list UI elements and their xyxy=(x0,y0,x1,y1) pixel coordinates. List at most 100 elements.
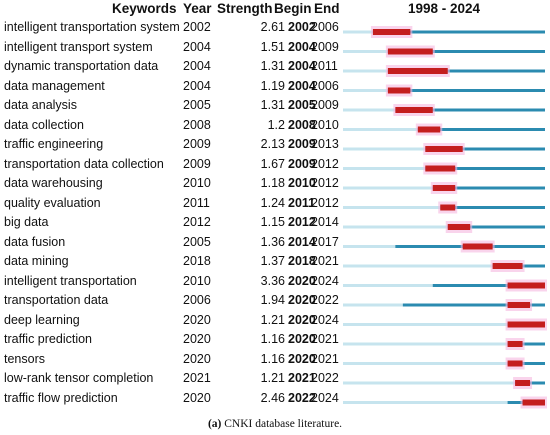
row-year: 2004 xyxy=(183,39,211,54)
burst-bar xyxy=(387,68,448,74)
burst-bar xyxy=(507,321,545,328)
burst-bar xyxy=(507,302,531,308)
row-strength: 2.61 xyxy=(260,20,285,34)
row-year: 2021 xyxy=(183,371,211,385)
row-keyword: tensors xyxy=(4,351,45,366)
row-end: 2006 xyxy=(311,20,339,34)
row-year: 2010 xyxy=(183,176,211,190)
timeline-active xyxy=(432,284,545,287)
row-keyword: traffic engineering xyxy=(4,137,104,151)
row-keyword: transportation data collection xyxy=(4,156,164,171)
timeline-track xyxy=(343,323,545,326)
row-strength: 1.37 xyxy=(260,254,285,268)
header-begin: Begin xyxy=(274,1,312,16)
row-keyword: intelligent transportation system xyxy=(4,20,180,34)
burst-bar xyxy=(387,87,411,94)
row-keyword: intelligent transportation xyxy=(4,273,137,288)
row-keyword: traffic prediction xyxy=(4,332,93,346)
row-keyword: quality evaluation xyxy=(4,195,101,210)
header-end: End xyxy=(314,1,340,16)
timeline-active xyxy=(387,50,545,53)
row-end: 2017 xyxy=(311,234,339,249)
row-begin: 2005 xyxy=(288,98,316,112)
row-end: 2011 xyxy=(311,59,338,73)
timeline-active xyxy=(417,128,545,131)
burst-bar xyxy=(507,282,545,289)
timeline-active xyxy=(387,89,545,92)
burst-bar xyxy=(440,204,456,211)
timeline-active xyxy=(425,147,545,151)
row-year: 2020 xyxy=(183,332,211,346)
row-year: 2018 xyxy=(183,254,211,268)
row-strength: 1.51 xyxy=(260,39,285,54)
timeline-track xyxy=(343,342,545,346)
row-begin: 2020 xyxy=(288,332,316,346)
row-begin: 2020 xyxy=(288,351,316,366)
row-end: 2009 xyxy=(311,98,339,112)
burst-bar xyxy=(507,341,523,347)
row-year: 2008 xyxy=(183,117,211,132)
row-begin: 2021 xyxy=(288,371,316,385)
row-end: 2012 xyxy=(311,195,339,210)
timeline-active xyxy=(447,225,545,229)
burst-bar xyxy=(387,48,433,55)
row-strength: 1.31 xyxy=(260,98,285,112)
row-end: 2024 xyxy=(311,273,339,288)
timeline-active xyxy=(425,167,545,170)
row-keyword: transportation data xyxy=(4,293,109,307)
row-strength: 1.2 xyxy=(267,117,285,132)
row-keyword: low-rank tensor completion xyxy=(4,371,154,385)
burst-bar xyxy=(522,399,545,406)
row-begin: 2004 xyxy=(288,78,316,93)
timeline-track xyxy=(343,264,545,268)
row-begin: 2018 xyxy=(288,254,316,268)
header-timeline-range: 1998 - 2024 xyxy=(408,1,481,16)
row-end: 2014 xyxy=(311,215,339,229)
row-year: 2004 xyxy=(183,78,211,93)
row-year: 2010 xyxy=(183,273,211,288)
row-strength: 1.36 xyxy=(260,234,285,249)
row-year: 2002 xyxy=(183,20,211,34)
row-year: 2005 xyxy=(183,98,211,112)
row-strength: 1.21 xyxy=(260,312,285,327)
row-end: 2021 xyxy=(311,254,339,268)
burst-bar xyxy=(447,224,471,230)
row-strength: 1.31 xyxy=(260,59,285,73)
row-begin: 2004 xyxy=(288,59,316,73)
burst-bar xyxy=(425,165,456,172)
row-begin: 2014 xyxy=(288,234,316,249)
row-keyword: dynamic transportation data xyxy=(4,59,159,73)
row-end: 2022 xyxy=(311,293,339,307)
row-keyword: data analysis xyxy=(4,98,77,112)
row-begin: 2010 xyxy=(288,176,316,190)
timeline-active xyxy=(372,30,545,34)
row-year: 2012 xyxy=(183,215,211,229)
row-begin: 2008 xyxy=(288,117,316,132)
row-keyword: deep learning xyxy=(4,312,80,327)
row-begin: 2009 xyxy=(288,137,316,151)
row-strength: 1.94 xyxy=(260,293,285,307)
row-keyword: big data xyxy=(4,215,49,229)
row-begin: 2022 xyxy=(288,390,316,405)
caption-label: (a) xyxy=(207,418,222,430)
header-year: Year xyxy=(183,1,212,16)
row-year: 2020 xyxy=(183,390,211,405)
caption-text: CNKI database literature. xyxy=(224,418,343,430)
row-strength: 2.46 xyxy=(260,390,285,405)
timeline-active xyxy=(507,362,545,365)
row-strength: 1.19 xyxy=(260,78,285,93)
row-begin: 2020 xyxy=(288,312,316,327)
row-end: 2021 xyxy=(311,332,339,346)
row-strength: 1.67 xyxy=(260,156,285,171)
row-keyword: data mining xyxy=(4,254,69,268)
row-begin: 2012 xyxy=(288,215,316,229)
row-begin: 2009 xyxy=(288,156,316,171)
row-strength: 3.36 xyxy=(260,273,285,288)
header-strength: Strength xyxy=(217,1,273,16)
row-end: 2012 xyxy=(311,176,339,190)
row-year: 2020 xyxy=(183,312,211,327)
timeline-active xyxy=(387,69,545,73)
row-end: 2006 xyxy=(311,78,339,93)
